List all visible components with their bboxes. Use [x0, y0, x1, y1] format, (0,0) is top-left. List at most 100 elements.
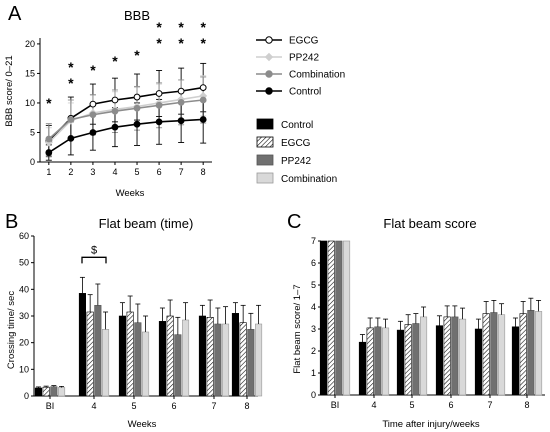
- chart-b-bar-combination: [255, 323, 263, 397]
- chart-b-bar-egcg: [126, 311, 134, 397]
- legend-label-control: Control: [281, 120, 313, 131]
- chart-a-ytick-label: 5: [30, 127, 35, 137]
- chart-c-bar-pp242: [451, 316, 459, 396]
- chart-b-bar-combination: [142, 331, 150, 397]
- chart-a-xtick-label: 2: [68, 167, 73, 177]
- chart-b-xtick-label: 8: [244, 401, 249, 411]
- chart-b-significance-bracket: [81, 256, 107, 264]
- chart-b-bar-pp242: [134, 322, 142, 397]
- chart-a-title: BBB: [124, 8, 150, 23]
- legend-label-combination: Combination: [289, 70, 345, 81]
- chart-c-xtick-label: 6: [448, 400, 453, 410]
- chart-a-point-control: [155, 118, 163, 126]
- chart-a-point-combination: [67, 116, 75, 123]
- chart-b-bar-control: [198, 315, 206, 397]
- chart-a-point-control: [177, 117, 185, 125]
- chart-b-bar-pp242: [214, 323, 222, 397]
- legend-marker-pp242: [264, 52, 274, 62]
- legend-label-pp242: PP242: [281, 156, 311, 167]
- chart-a-xtick-label: 8: [201, 167, 206, 177]
- legend-swatch-egcg: [256, 136, 274, 148]
- chart-a-line-combination: [48, 99, 204, 140]
- chart-a-significance-mark: *: [90, 62, 96, 78]
- chart-c-bar-egcg: [519, 313, 527, 396]
- chart-a-ytick-label: 15: [25, 68, 35, 78]
- chart-c-bar-control: [319, 240, 328, 396]
- chart-c-bar-pp242: [335, 240, 343, 396]
- chart-a-point-combination: [199, 96, 207, 104]
- chart-c-bar-pp242: [490, 312, 498, 396]
- chart-c-ytick-label: 7: [311, 236, 316, 246]
- chart-a-significance-mark: *: [112, 53, 118, 69]
- chart-a-significance-mark: *: [68, 59, 74, 75]
- chart-a-xlabel: Weeks: [116, 188, 145, 199]
- legend-marker-egcg: [265, 36, 273, 44]
- chart-c-bar-egcg: [327, 240, 335, 396]
- chart-a-point-combination: [45, 135, 53, 143]
- chart-c-title: Flat beam score: [383, 216, 476, 231]
- chart-c-xtick-label: 4: [371, 400, 376, 410]
- legend-label-egcg: EGCG: [281, 138, 311, 149]
- panel-letter-b: B: [5, 211, 18, 233]
- chart-b-xlabel: Weeks: [128, 419, 157, 430]
- chart-b-bar-egcg: [86, 311, 94, 397]
- chart-b-bar-control: [158, 321, 166, 397]
- chart-a-point-combination: [177, 98, 185, 106]
- legend-marker-control: [265, 87, 273, 95]
- chart-c-bar-control: [396, 329, 405, 396]
- chart-a-significance-mark: *: [200, 35, 206, 51]
- chart-c-bar-egcg: [482, 313, 490, 396]
- panel-letter-c: C: [287, 211, 301, 233]
- chart-b-bar-combination: [102, 329, 110, 397]
- chart-b-bar-combination: [222, 323, 230, 397]
- chart-c-bar-egcg: [366, 327, 374, 396]
- chart-a-point-control: [111, 123, 119, 131]
- chart-a-significance-mark: *: [178, 19, 184, 35]
- chart-c-bar-egcg: [404, 324, 412, 396]
- legend-swatch-pp242: [256, 154, 274, 166]
- chart-b-ytick-label: 20: [19, 338, 29, 348]
- chart-a-point-combination: [155, 101, 163, 109]
- chart-c-xtick-label: 8: [524, 400, 529, 410]
- chart-b-ytick-label: 40: [19, 284, 29, 294]
- chart-a-point-egcg: [89, 100, 97, 108]
- chart-c-bar-pp242: [527, 309, 535, 396]
- chart-b-bar-egcg: [166, 315, 174, 397]
- legend-label-combination: Combination: [281, 174, 337, 185]
- line-legend: EGCG PP242 Combination Control: [256, 36, 345, 98]
- chart-a-point-combination: [89, 111, 97, 119]
- chart-c-ytick-label: 4: [311, 302, 316, 312]
- chart-c-bar-control: [435, 325, 444, 396]
- chart-b-bar-egcg: [206, 317, 214, 397]
- legend-swatch-control: [256, 118, 274, 130]
- chart-a-xtick-label: 3: [90, 167, 95, 177]
- chart-a-line-egcg: [48, 86, 204, 142]
- panel-b-bar-chart: Flat beam (time) Crossing time/ sec Week…: [6, 216, 263, 430]
- chart-c-bar-combination: [458, 318, 467, 396]
- legend-label-pp242: PP242: [289, 53, 319, 64]
- chart-b-ylabel: Crossing time/ sec: [6, 291, 17, 369]
- chart-c-ytick-label: 1: [311, 368, 316, 378]
- chart-c-bar-pp242: [374, 326, 382, 396]
- chart-b-bar-pp242: [94, 305, 102, 397]
- chart-c-bar-combination: [419, 316, 428, 396]
- chart-a-xtick-label: 7: [179, 167, 184, 177]
- chart-b-bar-pp242: [247, 329, 255, 397]
- chart-b-bar-control: [118, 315, 126, 397]
- chart-c-ylabel: Flat beam score/ 1–7: [292, 284, 303, 373]
- chart-a-xtick-label: 4: [112, 167, 117, 177]
- chart-b-xtick-label: 4: [91, 401, 96, 411]
- legend-swatch-combination: [256, 172, 274, 184]
- chart-c-bar-egcg: [443, 316, 451, 396]
- chart-b-bar-pp242: [174, 334, 182, 397]
- chart-a-ytick-label: 0: [30, 157, 35, 167]
- chart-c-bar-combination: [342, 240, 351, 396]
- chart-a-xtick-label: 5: [135, 167, 140, 177]
- chart-a-ytick-label: 10: [25, 98, 35, 108]
- chart-a-ylabel: BBB score/ 0–21: [4, 55, 15, 126]
- chart-a-point-egcg: [133, 93, 141, 101]
- legend-label-egcg: EGCG: [289, 36, 319, 47]
- chart-c-xtick-label: 7: [487, 400, 492, 410]
- chart-a-line-control: [48, 118, 204, 154]
